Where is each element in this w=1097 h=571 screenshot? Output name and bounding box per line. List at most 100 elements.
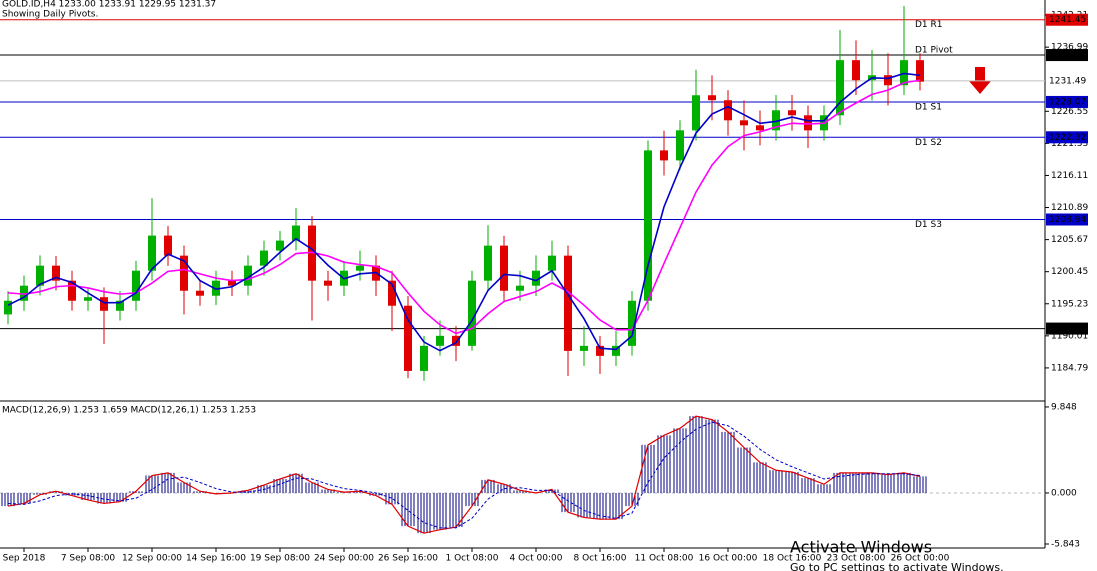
macd-line	[7, 415, 921, 534]
macd-y-tick-label: 9.848	[1051, 402, 1077, 412]
candle-body	[724, 100, 732, 121]
candle-body	[884, 75, 892, 86]
candle-body	[708, 95, 716, 101]
y-tick-label: 1216.11	[1051, 171, 1088, 181]
y-tick-label: 1236.99	[1051, 43, 1088, 53]
candle-body	[420, 345, 428, 371]
candle-body	[292, 225, 300, 241]
macd-signal	[7, 421, 921, 529]
candle-body	[36, 265, 44, 286]
price-tag-label: 1191.19	[1049, 324, 1086, 334]
candle-body	[276, 240, 284, 251]
candle-body	[404, 305, 412, 371]
candle-body	[500, 245, 508, 291]
candle-body	[628, 300, 636, 346]
x-tick-label: 16 Oct 00:00	[699, 554, 758, 564]
x-tick-label: 19 Sep 08:00	[250, 554, 310, 564]
candle-body	[116, 300, 124, 311]
candle-body	[836, 60, 844, 116]
ma-fast	[7, 72, 921, 352]
price-tag-label: 1228.07	[1049, 97, 1086, 107]
candle-body	[164, 235, 172, 256]
x-tick-label: 26 Oct 00:00	[891, 554, 950, 564]
candle-body	[596, 345, 604, 356]
x-tick-label: 24 Sep 00:00	[314, 554, 374, 564]
level-name: D1 S3	[915, 220, 942, 230]
level-name: D1 R1	[915, 20, 943, 30]
macd-y-tick-label: -5.843	[1051, 540, 1080, 550]
candle-body	[68, 280, 76, 301]
candle-body	[148, 235, 156, 271]
price-tag	[1046, 322, 1088, 335]
candle-body	[660, 150, 668, 161]
candle-body	[436, 335, 444, 346]
candle-body	[388, 280, 396, 306]
x-tick-label: 18 Oct 16:00	[763, 554, 822, 564]
candle-body	[452, 335, 460, 346]
candle-body	[52, 265, 60, 281]
price-tag	[1046, 131, 1088, 144]
chart-title: GOLD.ID,H4 1233.00 1233.91 1229.95 1231.…	[2, 0, 216, 10]
candle-body	[612, 345, 620, 356]
x-tick-label: 1 Oct 08:00	[446, 554, 499, 564]
price-tag-label: 1231.49	[1049, 76, 1086, 86]
candle-body	[468, 280, 476, 346]
x-tick-label: 8 Oct 16:00	[574, 554, 627, 564]
x-tick-label: 26 Sep 16:00	[378, 554, 438, 564]
y-tick-label: 1226.55	[1051, 107, 1088, 117]
candle-body	[532, 270, 540, 286]
price-tag	[1046, 74, 1088, 87]
x-tick-label: 4 Oct 00:00	[510, 554, 563, 564]
candle-body	[244, 265, 252, 286]
price-tag	[1046, 213, 1088, 226]
candle-body	[196, 290, 204, 296]
candle-body	[180, 255, 188, 291]
candle-body	[756, 125, 764, 131]
candle-body	[84, 297, 92, 301]
price-tag-label: 1235.7	[1049, 51, 1081, 61]
candle-body	[484, 245, 492, 281]
candle-body	[740, 120, 748, 126]
y-tick-label: 1200.45	[1051, 267, 1088, 277]
x-tick-label: 12 Sep 00:00	[122, 554, 182, 564]
candle-body	[580, 345, 588, 351]
macd-y-tick-label: 0.000	[1051, 488, 1077, 498]
price-tag-label: 1241.45	[1049, 15, 1086, 25]
price-tag	[1046, 13, 1088, 26]
level-name: D1 S1	[915, 102, 942, 112]
watermark: Go to PC settings to activate Windows.	[790, 561, 1004, 571]
x-tick-label: 23 Oct 08:00	[827, 554, 886, 564]
candle-body	[772, 110, 780, 131]
price-tag	[1046, 49, 1088, 62]
candle-body	[132, 270, 140, 301]
candle-body	[548, 255, 556, 271]
candle-body	[644, 150, 652, 301]
level-name: D1 Pivot	[915, 46, 953, 56]
candle-body	[676, 130, 684, 161]
x-tick-label: 14 Sep 16:00	[186, 554, 246, 564]
y-tick-label: 1195.23	[1051, 299, 1088, 309]
candle-body	[356, 265, 364, 271]
candle-body	[20, 285, 28, 301]
candle-body	[4, 300, 12, 315]
y-tick-label: 1190.01	[1051, 331, 1088, 341]
y-tick-label: 1221.33	[1051, 139, 1088, 149]
candle-body	[692, 95, 700, 131]
chart-subtitle: Showing Daily Pivots.	[2, 10, 98, 20]
candle-body	[916, 60, 924, 82]
macd-title: MACD(12,26,9) 1.253 1.659 MACD(12,26,1) …	[2, 406, 256, 416]
x-tick-label: 7 Sep 08:00	[61, 554, 116, 564]
price-tag-label: 1208.94	[1049, 215, 1086, 225]
price-tag	[1046, 95, 1088, 108]
candle-body	[100, 297, 108, 311]
level-name: D1 S2	[915, 138, 942, 148]
candle-body	[212, 280, 220, 296]
candle-body	[260, 250, 268, 266]
candle-body	[788, 110, 796, 116]
watermark: Activate Windows	[790, 538, 932, 557]
y-tick-label: 1205.67	[1051, 235, 1088, 245]
candle-body	[852, 60, 860, 81]
candle-body	[228, 280, 236, 286]
candle-body	[564, 255, 572, 351]
